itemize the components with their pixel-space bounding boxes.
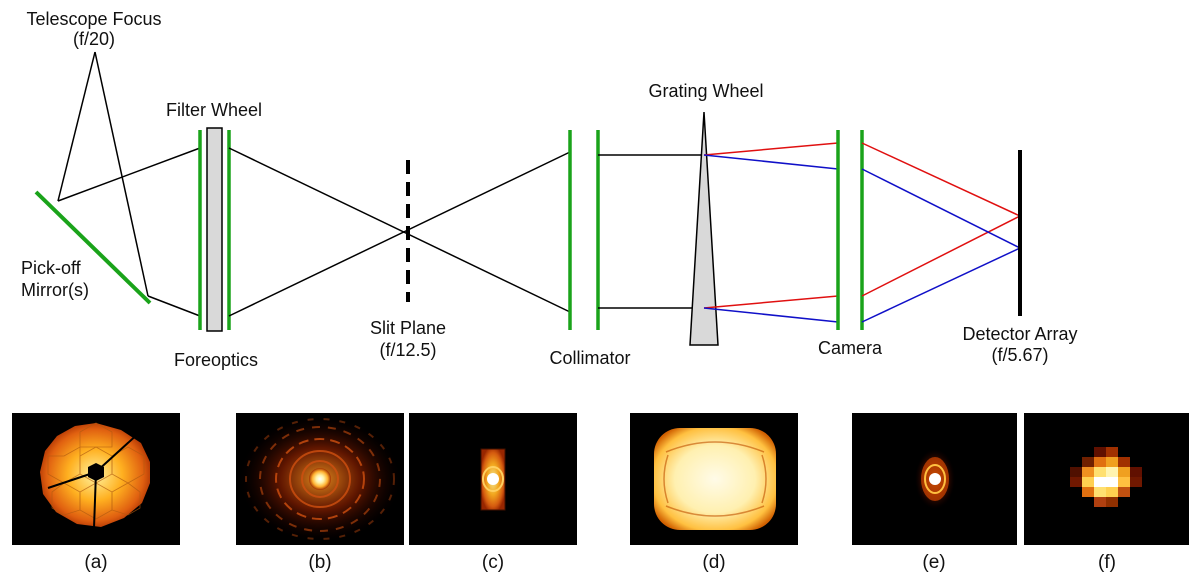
label-camera: Camera (818, 338, 883, 358)
label-foreoptics: Foreoptics (174, 350, 258, 370)
caption-c: (c) (482, 552, 504, 573)
panel-e (852, 413, 1017, 545)
label-detector-array-f: (f/5.67) (991, 345, 1048, 365)
caption-f: (f) (1098, 552, 1116, 573)
label-slit-plane-f: (f/12.5) (379, 340, 436, 360)
camera-to-detector-rays (861, 142, 1021, 323)
panel-a (12, 413, 180, 545)
panel-c (409, 413, 577, 545)
label-collimator: Collimator (549, 348, 630, 368)
label-pickoff-line2: Mirror(s) (21, 280, 89, 300)
filter-wheel-element (206, 127, 223, 332)
dispersed-rays (703, 142, 839, 323)
label-filter-wheel: Filter Wheel (166, 100, 262, 120)
label-telescope-focus: Telescope Focus (26, 9, 161, 29)
telescope-focus-rays (57, 51, 149, 297)
label-slit-plane: Slit Plane (370, 318, 446, 338)
label-detector-array: Detector Array (962, 324, 1077, 344)
slit-crossing-rays (228, 147, 571, 317)
label-pickoff-line1: Pick-off (21, 258, 82, 278)
panel-f (1024, 413, 1189, 545)
collimated-rays (598, 154, 704, 309)
psf-core (309, 468, 331, 490)
detector-pixel-grid (1070, 447, 1142, 507)
caption-e: (e) (922, 552, 945, 573)
caption-a: (a) (84, 552, 107, 573)
caption-d: (d) (702, 552, 725, 573)
pickoff-to-foreoptics-rays (57, 147, 201, 317)
pickoff-mirror (34, 190, 152, 305)
panel-b (236, 413, 404, 545)
collimated-pupil-image (654, 428, 776, 530)
caption-b: (b) (308, 552, 331, 573)
label-telescope-focus-f: (f/20) (73, 29, 115, 49)
grating-wheel-prism (689, 111, 719, 346)
panel-d (630, 413, 798, 545)
label-grating-wheel: Grating Wheel (648, 81, 763, 101)
